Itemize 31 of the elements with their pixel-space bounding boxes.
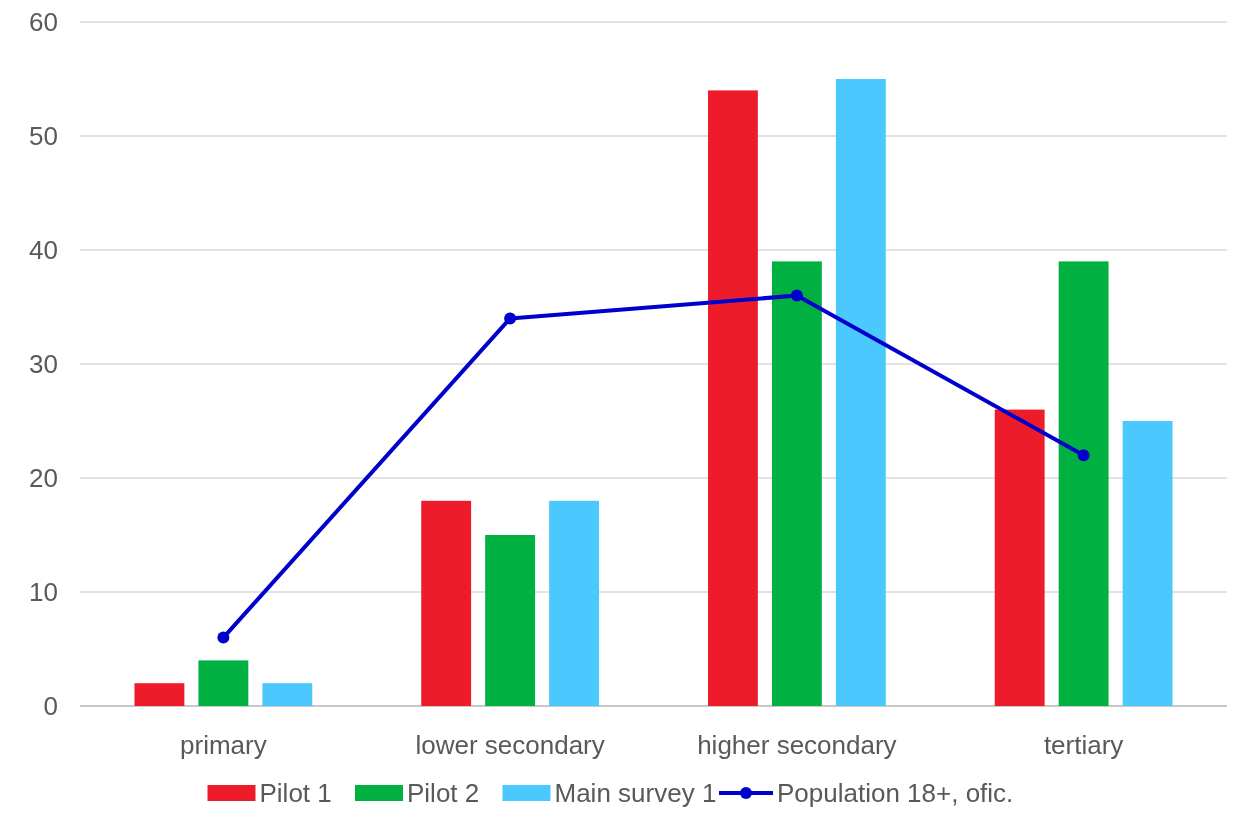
point	[504, 312, 517, 325]
legend-label: Pilot 1	[259, 778, 332, 808]
bar	[771, 261, 822, 706]
bar	[1058, 261, 1109, 706]
point	[1077, 449, 1090, 462]
bar	[707, 90, 758, 706]
x-tick-label: higher secondary	[697, 730, 897, 760]
y-tick-label: 0	[43, 691, 58, 722]
legend-label: Population 18+, ofic.	[777, 778, 1014, 808]
y-tick-label: 40	[29, 235, 58, 266]
legend-label: Main survey 1	[554, 778, 717, 808]
point	[217, 631, 230, 644]
bar	[198, 660, 249, 706]
bar	[421, 500, 472, 706]
y-tick-label: 50	[29, 121, 58, 152]
bar	[994, 409, 1045, 706]
x-tick-label: tertiary	[1043, 730, 1124, 760]
x-tick-label: primary	[180, 730, 267, 760]
bar	[485, 535, 536, 706]
y-tick-label: 10	[29, 577, 58, 608]
y-tick-label: 60	[29, 7, 58, 38]
point	[790, 289, 803, 302]
x-tick-label: lower secondary	[415, 730, 605, 760]
bar	[134, 683, 185, 706]
bar	[262, 683, 313, 706]
y-tick-label: 20	[29, 463, 58, 494]
bar	[1122, 421, 1173, 706]
y-tick-label: 30	[29, 349, 58, 380]
legend-label: Pilot 2	[407, 778, 480, 808]
bar	[549, 500, 600, 706]
bar	[835, 79, 886, 706]
